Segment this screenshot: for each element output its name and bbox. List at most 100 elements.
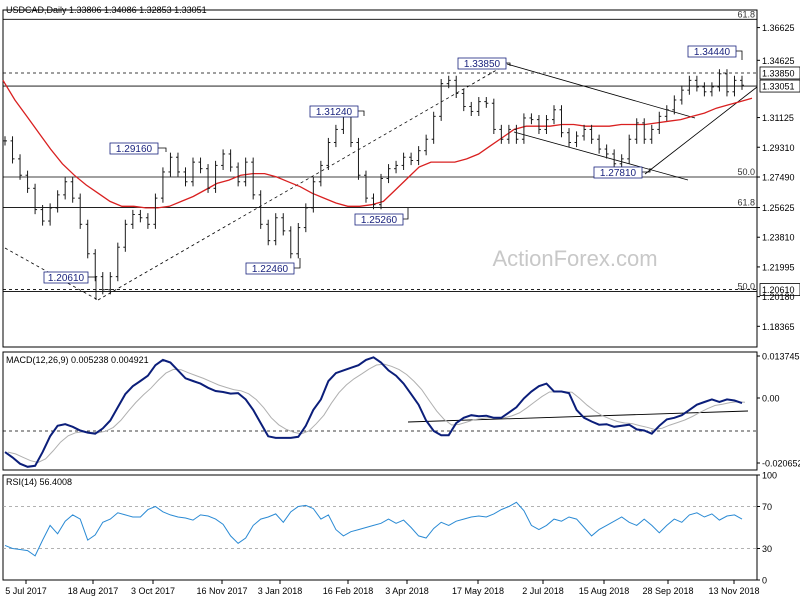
swing-label: 1.34440 — [694, 47, 731, 58]
ohlc-bar — [551, 105, 556, 125]
price-axis-label: 1.25625 — [762, 203, 795, 213]
fibonacci-label: 50.0 — [737, 167, 755, 177]
ohlc-bar — [619, 154, 624, 169]
price-panel: 50.0 61.8 50.0 61.8 ActionForex.com 1.36625 1.… — [2, 5, 800, 348]
ohlc-bar — [454, 75, 459, 99]
ohlc-bar — [379, 173, 384, 210]
ohlc-bar — [717, 69, 722, 92]
ohlc-bar — [288, 226, 293, 259]
ohlc-bar — [175, 152, 180, 177]
ohlc-bar — [78, 193, 83, 229]
annotation-leader — [506, 62, 511, 66]
ohlc-bar — [70, 177, 75, 203]
price-axis-label: 1.23810 — [762, 233, 795, 243]
x-axis-label: 16 Nov 2017 — [196, 586, 247, 596]
rsi-line — [4, 501, 743, 557]
ohlc-bar — [642, 118, 647, 144]
ohlc-bar — [100, 272, 105, 295]
ohlc-bar — [604, 144, 609, 159]
ohlc-bar — [461, 88, 466, 112]
ohlc-bar — [582, 124, 587, 141]
fibonacci-label: 61.8 — [737, 197, 755, 207]
price-axis-label: 1.29310 — [762, 143, 795, 153]
sma-line — [2, 79, 753, 209]
annotation-box — [354, 213, 404, 226]
ohlc-bar — [544, 115, 549, 135]
ohlc-bar — [386, 164, 391, 184]
ohlc-bar — [303, 203, 308, 233]
ohlc-bar — [40, 205, 45, 226]
x-axis-label: 3 Apr 2018 — [385, 586, 429, 596]
ohlc-bar — [228, 149, 233, 172]
price-axis-label: 1.33850 — [762, 68, 795, 78]
ohlc-bar — [221, 149, 226, 170]
annotation-leader — [403, 208, 409, 220]
ohlc-bar — [506, 124, 511, 144]
ohlc-bar — [311, 177, 316, 213]
ohlc-bar — [33, 183, 38, 215]
rsi-axis-label: 100 — [762, 471, 777, 481]
ohlc-bar — [664, 105, 669, 121]
ohlc-bar — [612, 149, 617, 169]
ohlc-bar — [394, 160, 399, 174]
annotation-box — [593, 166, 643, 179]
ohlc-bar — [115, 242, 120, 282]
ohlc-bar — [416, 146, 421, 166]
price-axis-label: 1.20610 — [762, 285, 795, 295]
annotation-box — [687, 45, 737, 58]
macd-signal-line — [7, 363, 746, 464]
ohlc-bar — [514, 124, 519, 144]
swing-label: 1.31240 — [316, 107, 353, 118]
ohlc-bar — [732, 75, 737, 97]
ohlc-bar — [439, 79, 444, 121]
ohlc-bar — [251, 157, 256, 200]
ohlc-bar — [326, 137, 331, 170]
ohlc-bar — [333, 124, 338, 148]
ohlc-bar — [3, 136, 7, 146]
ohlc-bar — [740, 75, 744, 90]
ohlc-bar — [567, 128, 572, 148]
ohlc-bar — [536, 115, 541, 135]
x-axis-label: 16 Feb 2018 — [323, 586, 374, 596]
ohlc-bar — [634, 118, 639, 144]
ohlc-bar — [363, 170, 368, 203]
ohlc-bar — [529, 113, 534, 125]
annotation-box — [245, 262, 295, 275]
annotation-box — [43, 271, 89, 284]
ohlc-bar — [649, 124, 654, 144]
ohlc-bar — [198, 157, 203, 174]
ohlc-bar — [627, 134, 632, 164]
annotation-leader — [294, 258, 301, 269]
ohlc-bar — [266, 219, 271, 246]
ohlc-bar — [243, 157, 248, 187]
ohlc-bar — [469, 101, 474, 117]
macd-panel: 0.013745 0.00 -0.020652 MACD(12,26,9) 0.005… — [2, 351, 800, 471]
ohlc-bar — [273, 213, 278, 246]
macd-axis-label: 0.00 — [762, 394, 780, 404]
ohlc-bar — [213, 160, 218, 193]
rsi-axis-label: 30 — [762, 544, 772, 554]
price-axis-label: 1.36625 — [762, 23, 795, 33]
ohlc-bar — [123, 219, 128, 252]
ohlc-bar — [702, 82, 707, 97]
annotation-box — [457, 57, 507, 70]
ohlc-bar — [431, 111, 436, 144]
annotation-leader — [736, 50, 743, 60]
ohlc-bar — [672, 95, 677, 115]
ohlc-bar — [371, 193, 376, 210]
ohlc-bar — [183, 167, 188, 187]
ohlc-bar — [559, 105, 564, 138]
annotation-leader — [642, 168, 651, 173]
price-axis-label: 1.33051 — [762, 82, 795, 92]
channel-line — [506, 63, 696, 119]
price-header: USDCAD,Daily 1.33806 1.34086 1.32853 1.3… — [6, 5, 207, 15]
ohlc-bar — [499, 124, 504, 144]
ohlc-bar — [258, 190, 263, 229]
ohlc-bar — [18, 154, 23, 180]
x-axis-label: 13 Nov 2018 — [708, 586, 759, 596]
ohlc-bar — [491, 98, 496, 135]
ohlc-bar — [521, 113, 526, 144]
